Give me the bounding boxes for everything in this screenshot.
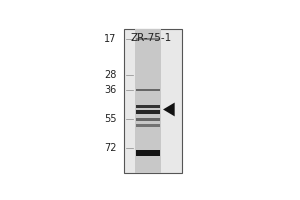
Text: 72: 72 bbox=[104, 143, 117, 153]
Text: 55: 55 bbox=[104, 114, 117, 124]
Text: 36: 36 bbox=[104, 85, 117, 95]
Bar bbox=[136, 124, 160, 127]
Text: 28: 28 bbox=[104, 70, 117, 80]
Text: 17: 17 bbox=[104, 34, 117, 44]
Bar bbox=[136, 118, 160, 121]
Bar bbox=[135, 29, 161, 173]
Bar bbox=[136, 89, 160, 91]
Bar bbox=[124, 29, 182, 173]
Bar bbox=[136, 110, 160, 114]
Bar bbox=[136, 105, 160, 108]
Bar bbox=[136, 38, 160, 40]
Polygon shape bbox=[163, 103, 175, 116]
Bar bbox=[136, 150, 160, 156]
Text: ZR-75-1: ZR-75-1 bbox=[131, 33, 172, 43]
